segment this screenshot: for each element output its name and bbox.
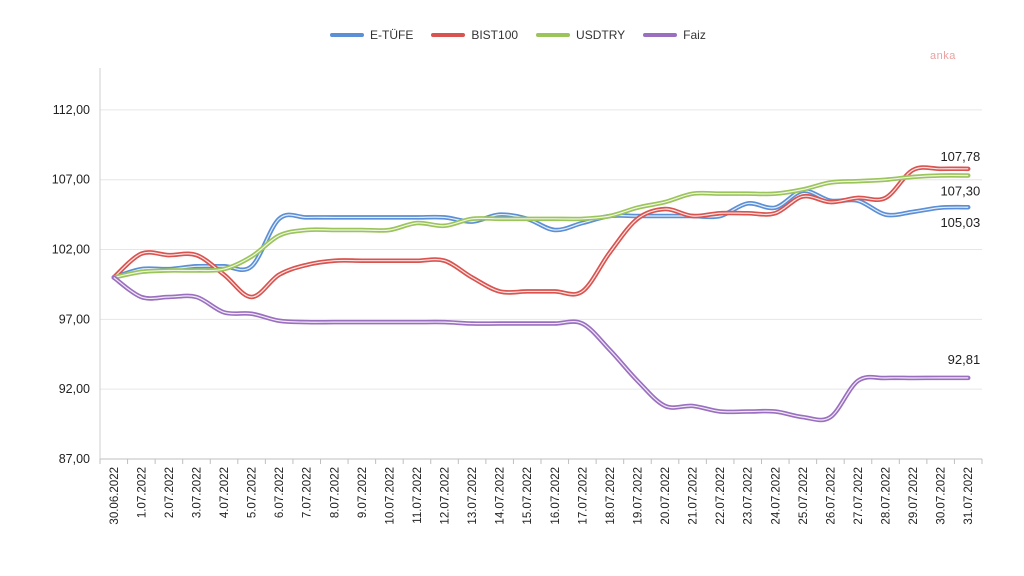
- chart-legend: E-TÜFE BIST100 USDTRY Faiz: [330, 28, 706, 42]
- x-tick-label: 17.07.2022: [577, 467, 589, 525]
- legend-swatch-usdtry: [536, 33, 571, 37]
- x-tick-label: 20.07.2022: [660, 467, 672, 525]
- x-tick-label: 4.07.2022: [219, 467, 231, 518]
- x-tick-label: 21.07.2022: [688, 467, 700, 525]
- x-tick-label: 14.07.2022: [495, 467, 507, 525]
- series-line-highlight-usdtry: [113, 174, 969, 279]
- legend-label-etufe: E-TÜFE: [370, 28, 414, 42]
- x-tick-label: 24.07.2022: [770, 467, 782, 525]
- data-label: 107,30: [940, 184, 980, 199]
- x-tick-label: 3.07.2022: [191, 467, 203, 518]
- series-line-bist100: [111, 165, 971, 300]
- x-tick-label: 16.07.2022: [550, 467, 562, 525]
- y-tick-label: 92,00: [59, 382, 90, 396]
- data-label: 107,78: [940, 149, 980, 164]
- x-tick-label: 25.07.2022: [798, 467, 810, 525]
- x-tick-label: 28.07.2022: [881, 467, 893, 525]
- series-line-highlight-bist100: [113, 166, 969, 298]
- y-tick-label: 102,00: [52, 243, 90, 257]
- legend-item-etufe: E-TÜFE: [330, 28, 413, 42]
- x-tick-label: 10.07.2022: [384, 467, 396, 525]
- x-tick-label: 13.07.2022: [467, 467, 479, 525]
- x-tick-label: 22.07.2022: [715, 467, 727, 525]
- x-tick-label: 19.07.2022: [632, 467, 644, 525]
- data-label: 105,03: [940, 215, 980, 230]
- x-tick-label: 8.07.2022: [329, 467, 341, 518]
- y-tick-label: 107,00: [52, 173, 90, 187]
- series-line-faiz: [111, 275, 971, 423]
- y-tick-label: 87,00: [59, 452, 90, 466]
- x-tick-label: 31.07.2022: [963, 467, 975, 525]
- x-tick-label: 15.07.2022: [522, 467, 534, 525]
- legend-swatch-bist100: [431, 33, 466, 37]
- legend-swatch-faiz: [643, 33, 678, 37]
- y-tick-label: 97,00: [59, 312, 90, 326]
- x-tick-label: 26.07.2022: [825, 467, 837, 525]
- y-tick-label: 112,00: [53, 103, 90, 117]
- x-tick-label: 12.07.2022: [440, 467, 452, 525]
- legend-label-usdtry: USDTRY: [576, 28, 626, 42]
- x-tick-label: 29.07.2022: [908, 467, 920, 525]
- x-tick-label: 27.07.2022: [853, 467, 865, 525]
- legend-item-bist100: BIST100: [431, 28, 518, 42]
- legend-label-faiz: Faiz: [683, 28, 706, 42]
- x-tick-label: 1.07.2022: [136, 467, 148, 518]
- x-tick-label: 11.07.2022: [412, 467, 424, 524]
- x-tick-label: 30.07.2022: [936, 467, 948, 525]
- legend-swatch-etufe: [330, 33, 364, 37]
- watermark-logo: anka: [930, 50, 956, 62]
- x-tick-label: 30.06.2022: [109, 467, 121, 525]
- x-tick-label: 9.07.2022: [357, 467, 369, 518]
- legend-item-faiz: Faiz: [643, 28, 706, 42]
- data-label: 92,81: [948, 352, 981, 367]
- x-tick-label: 18.07.2022: [605, 467, 617, 525]
- legend-label-bist100: BIST100: [471, 28, 519, 42]
- x-tick-label: 5.07.2022: [247, 467, 259, 518]
- legend-item-usdtry: USDTRY: [536, 28, 625, 42]
- series-line-highlight-faiz: [113, 276, 969, 421]
- x-tick-label: 7.07.2022: [302, 467, 314, 518]
- x-tick-label: 6.07.2022: [274, 467, 286, 518]
- x-tick-label: 23.07.2022: [743, 467, 755, 525]
- x-tick-label: 2.07.2022: [164, 467, 176, 518]
